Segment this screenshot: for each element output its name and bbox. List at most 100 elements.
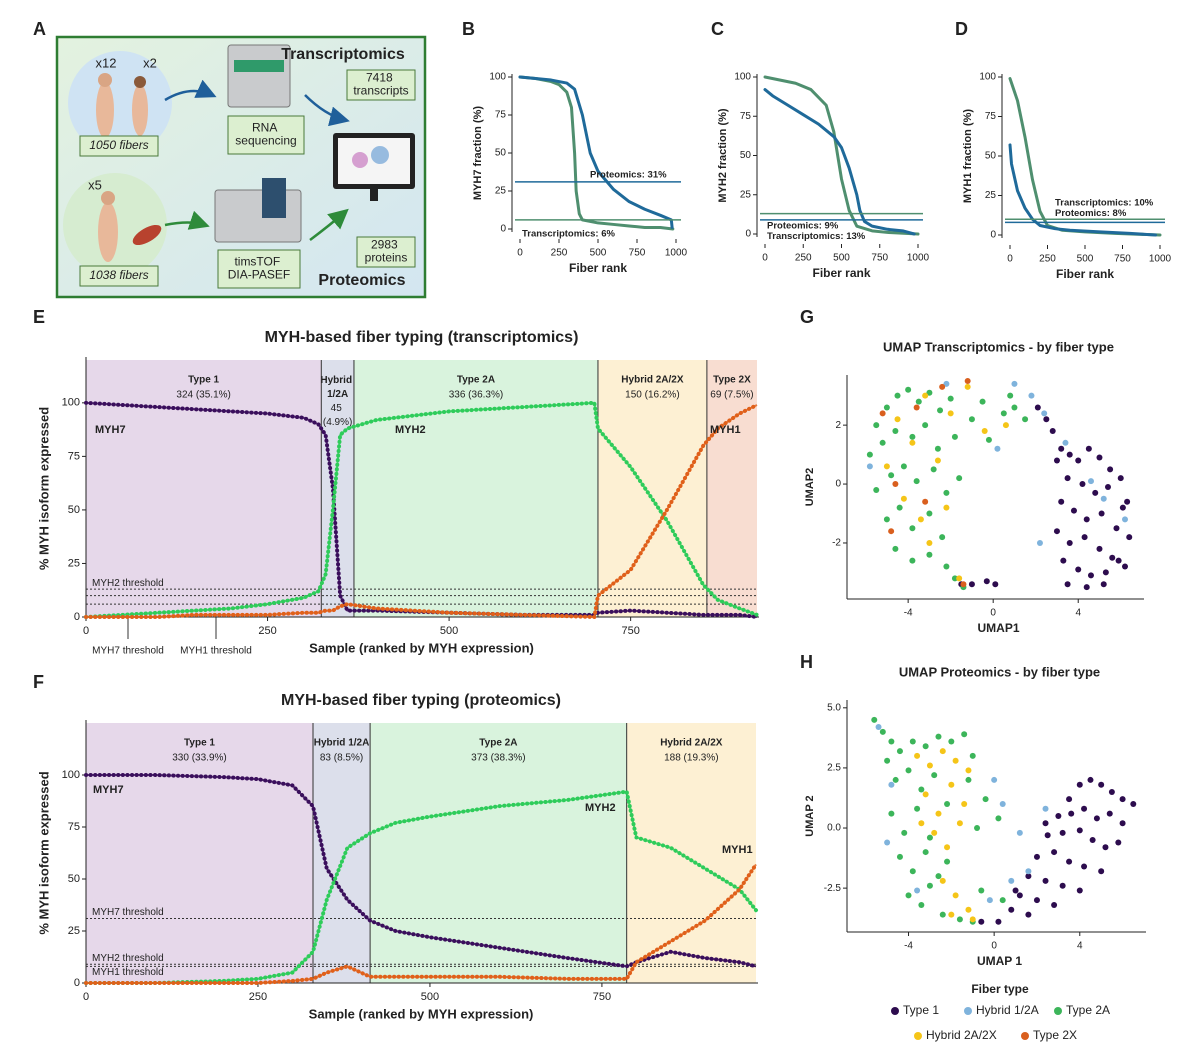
point [1064,581,1071,588]
series-line [763,88,916,236]
point [1092,489,1099,496]
series-line [518,75,675,231]
point [1055,813,1062,819]
point [1025,911,1032,918]
point [968,581,975,588]
chart: H UMAP Proteomics - by fiber type -2.5 0.0 2… [800,652,1146,1042]
point [884,757,891,764]
threshold-label: MYH1 threshold [92,967,164,978]
point [1070,507,1077,514]
point [1025,868,1032,875]
point [939,534,946,541]
x-tick-label: 4 [1077,941,1083,952]
series-label: MYH1 [710,424,741,436]
x-tick-label: 4 [1075,608,1081,619]
series-label: MYH2 [585,802,616,814]
point [1087,478,1094,485]
point [965,906,972,913]
point [1119,820,1126,827]
region [86,360,322,617]
point [1053,457,1060,464]
y-axis-label: MYH2 fraction (%) [717,108,729,202]
point [1124,498,1131,505]
series-label: MYH7 [95,424,126,436]
x-tick-label: 0 [83,625,89,637]
x-tick-label: 1000 [907,253,930,264]
threshold-label: Proteomics: 8% [1055,208,1127,219]
point [1107,466,1114,473]
series-line [86,404,758,619]
x-tick-label: 0 [83,991,89,1003]
point [888,781,895,788]
y-tick-label: 75 [985,111,997,122]
x-tick-label: 750 [621,625,639,637]
person-head [134,76,146,88]
point [1113,525,1120,532]
point [888,472,895,479]
point [1002,422,1009,429]
y-tick-label: 25 [68,557,80,569]
series-line [85,401,758,618]
point [1087,572,1094,579]
chart-title: UMAP Transcriptomics - by fiber type [883,339,1114,354]
point [1053,528,1060,535]
point [1076,827,1083,834]
point [1121,516,1128,523]
x-tick-label: 250 [1039,254,1056,265]
point [956,575,963,582]
point [1041,410,1048,417]
point [1012,887,1019,894]
x-tick-label: 750 [871,253,888,264]
point [964,383,971,390]
donor-circle [68,51,172,155]
point [948,911,955,918]
point [901,829,908,836]
point [892,545,899,552]
point [1011,380,1018,387]
point [935,810,942,817]
fiber-count: 1050 fibers [89,138,148,152]
y-tick-label: 25 [740,189,752,200]
region-name: Type 1 [188,375,219,386]
point [909,868,916,875]
point [888,738,895,745]
x-tick-label: 500 [833,253,850,264]
x-tick-label: 250 [258,625,276,637]
y-tick-label: 100 [62,769,80,781]
point [1130,800,1137,807]
y-axis-label: UMAP2 [804,468,816,507]
mass-spec-icon [214,189,302,243]
point [1066,796,1073,803]
threshold-label: Transcriptomics: 13% [767,231,866,242]
y-tick-label: 50 [68,873,80,885]
person-icon [98,202,118,262]
point [909,525,916,532]
point [905,386,912,393]
point [888,810,895,817]
arrow [164,79,217,102]
arrow [304,94,350,127]
point [915,398,922,405]
point [1076,887,1083,894]
point [960,581,967,588]
point [969,916,976,923]
y-tick-label: 0.0 [827,823,841,834]
panel-label: G [800,307,814,327]
point [1076,781,1083,788]
x-tick-label: 0 [1007,254,1013,265]
result-label: 7418 transcripts [353,71,408,98]
point [947,410,954,417]
label-box [79,135,159,157]
point [922,422,929,429]
point [926,510,933,517]
point [986,897,993,904]
point [994,445,1001,452]
point [1044,832,1051,839]
point [894,392,901,399]
region-label: 373 (38.3%) [471,753,525,764]
point [879,410,886,417]
point [909,557,916,564]
x-tick-label: 0 [990,608,996,619]
point [1007,392,1014,399]
